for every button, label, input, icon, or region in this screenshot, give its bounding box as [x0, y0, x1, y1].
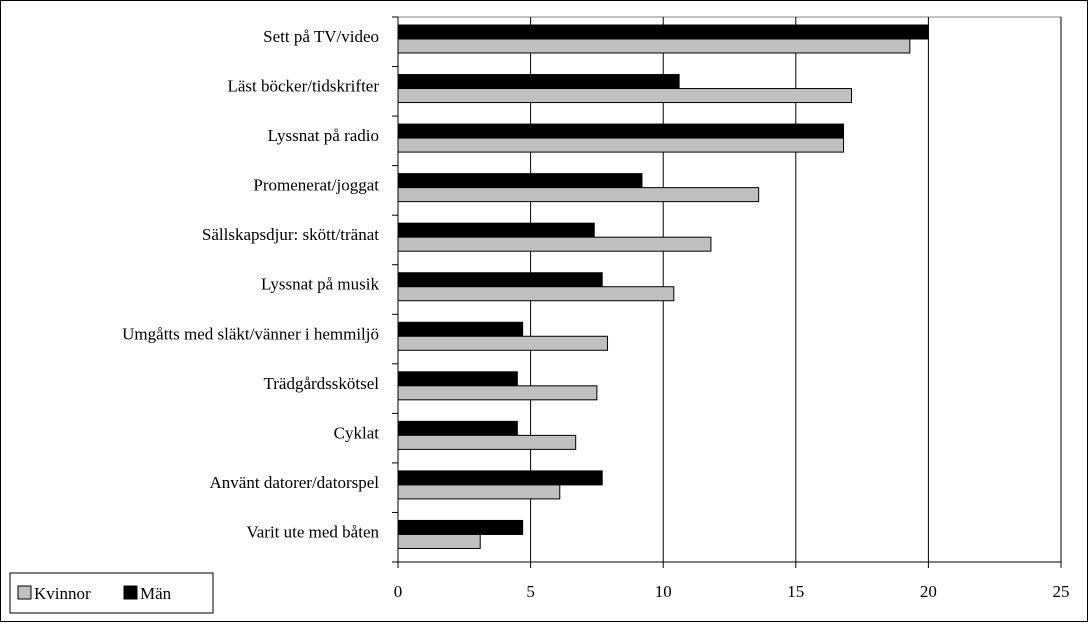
bar-woman-8 — [397, 434, 577, 450]
bar-man-8 — [397, 420, 518, 436]
category-labels: Sett på TV/video Läst böcker/tidskrifter L… — [122, 27, 379, 541]
category-label-3: Promenerat/joggat — [253, 176, 379, 195]
category-label-0: Sett på TV/video — [263, 27, 379, 46]
category-label-9: Använt datorer/datorspel — [210, 473, 380, 492]
category-label-4: Sällskapsdjur: skött/tränat — [202, 225, 379, 244]
bar-man-1 — [397, 74, 680, 90]
category-label-8: Cyklat — [334, 423, 380, 442]
bar-woman-9 — [397, 484, 561, 500]
bar-man-3 — [397, 173, 643, 189]
category-label-7: Trädgårdsskötsel — [263, 374, 379, 393]
bar-man-2 — [397, 123, 845, 139]
category-label-2: Lyssnat på radio — [268, 126, 379, 145]
category-label-10: Varit ute med båten — [246, 522, 379, 541]
bar-woman-1 — [397, 88, 852, 104]
legend-label-0: Kvinnor — [34, 584, 91, 603]
bar-man-7 — [397, 371, 518, 387]
tick-labels: 0 5 10 15 20 25 — [394, 582, 1070, 601]
bar-man-10 — [397, 519, 524, 535]
bar-man-5 — [397, 272, 603, 288]
category-label-6: Umgåtts med släkt/vänner i hemmiljö — [122, 324, 379, 343]
bar-man-4 — [397, 222, 595, 238]
legend-box — [9, 572, 214, 614]
axes — [392, 16, 1062, 568]
x-tick-label-2: 10 — [655, 582, 672, 601]
bar-woman-0 — [397, 38, 911, 54]
x-tick-label-5: 25 — [1053, 582, 1070, 601]
legend: Kvinnor Män — [9, 572, 214, 614]
bar-woman-10 — [397, 533, 481, 549]
bar-man-6 — [397, 321, 524, 337]
x-tick-label-3: 15 — [787, 582, 804, 601]
legend-label-1: Män — [140, 584, 172, 603]
bar-man-9 — [397, 470, 603, 486]
bar-man-0 — [397, 24, 929, 40]
bar-woman-4 — [397, 236, 712, 252]
bar-woman-2 — [397, 137, 845, 153]
bar-woman-3 — [397, 187, 760, 203]
x-tick-label-0: 0 — [394, 582, 403, 601]
category-label-1: Läst böcker/tidskrifter — [227, 77, 379, 96]
x-tick-label-4: 20 — [920, 582, 937, 601]
category-label-5: Lyssnat på musik — [261, 275, 380, 294]
legend-swatch-1 — [123, 585, 138, 600]
bar-woman-5 — [397, 286, 675, 302]
bar-woman-7 — [397, 385, 598, 401]
x-tick-label-1: 5 — [526, 582, 535, 601]
legend-swatch-0 — [17, 585, 32, 600]
bar-woman-6 — [397, 335, 609, 351]
